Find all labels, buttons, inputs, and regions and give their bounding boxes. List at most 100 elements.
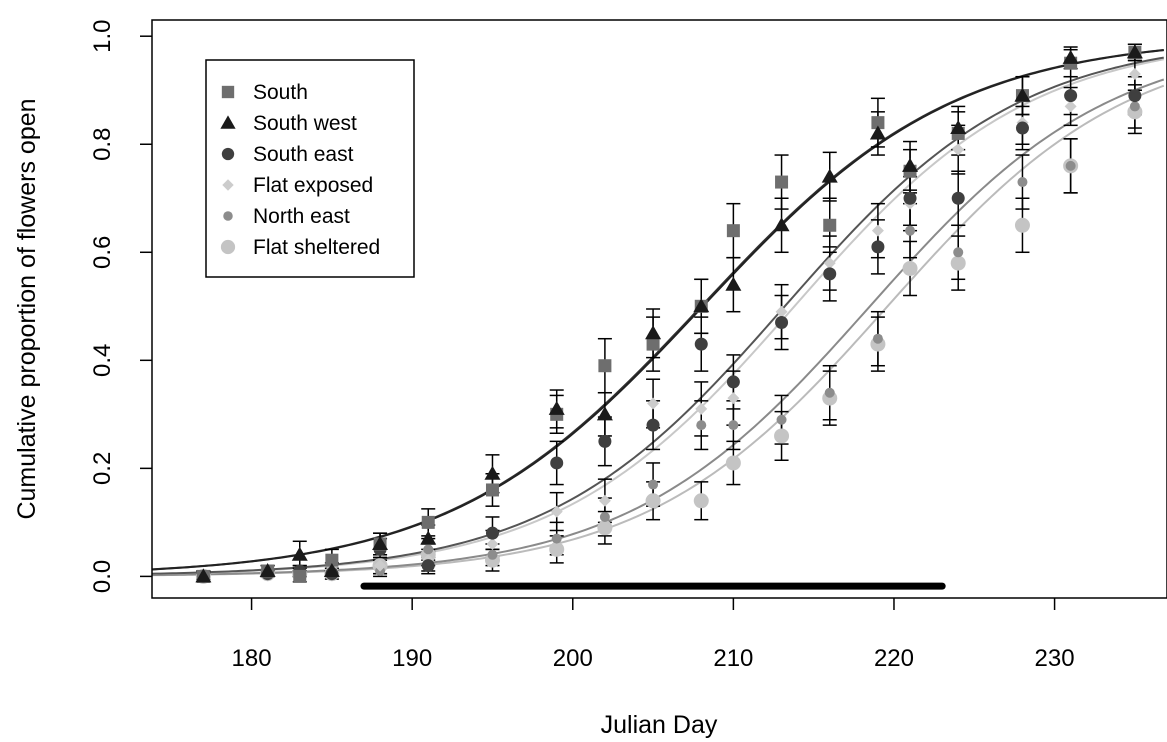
point-south-east	[871, 240, 885, 254]
x-axis-title: Julian Day	[601, 711, 718, 739]
point-south-east	[646, 418, 660, 432]
fitted-curve-south-west	[152, 49, 1164, 571]
legend-label: Flat sheltered	[253, 236, 380, 259]
point-south-west	[372, 535, 389, 550]
point-flat-sheltered	[774, 428, 790, 444]
point-north-east	[872, 333, 883, 344]
point-north-east	[776, 414, 787, 425]
y-tick-label: 0.6	[89, 236, 116, 269]
point-flat-exposed	[374, 559, 387, 572]
point-south-west	[1126, 44, 1143, 59]
y-tick-label: 0.8	[89, 128, 116, 161]
point-flat-exposed	[695, 402, 708, 415]
point-flat-exposed	[486, 537, 499, 550]
point-south-west	[773, 217, 790, 232]
point-south-west	[869, 125, 886, 140]
point-south-west	[323, 562, 340, 577]
point-south-east	[1064, 89, 1078, 103]
point-south	[325, 553, 339, 567]
x-tick-label: 200	[553, 645, 593, 672]
point-north-east	[728, 420, 739, 431]
point-north-east	[1065, 160, 1076, 171]
point-south-west	[548, 400, 565, 415]
legend-label: North east	[253, 205, 350, 228]
x-axis: 180 190 200 210 220 230	[232, 598, 1075, 672]
point-south-east	[823, 267, 837, 281]
point-south-west	[902, 157, 919, 172]
point-south-west	[950, 120, 967, 135]
point-south-east	[903, 191, 917, 205]
point-south-east	[598, 434, 612, 448]
point-flat-exposed	[871, 224, 884, 237]
data-points	[195, 44, 1143, 584]
point-north-east	[1017, 177, 1028, 188]
point-south-east	[1015, 121, 1029, 135]
point-flat-exposed	[823, 257, 836, 270]
point-south	[823, 218, 837, 232]
point-north-east	[905, 225, 916, 236]
point-north-east	[824, 387, 835, 398]
legend-label: South west	[253, 112, 357, 135]
point-south	[421, 515, 435, 529]
fitted-curve-south-east	[152, 56, 1164, 575]
point-south-west	[821, 168, 838, 183]
y-tick-label: 1.0	[89, 20, 116, 53]
x-tick-label: 180	[232, 645, 272, 672]
point-south-east	[775, 316, 789, 330]
point-flat-sheltered	[1014, 217, 1030, 233]
legend-label: South	[253, 81, 308, 104]
legend-marker	[220, 115, 236, 129]
point-north-east	[423, 544, 434, 555]
point-flat-exposed	[952, 143, 965, 156]
y-tick-label: 0.4	[89, 344, 116, 377]
x-tick-label: 210	[713, 645, 753, 672]
point-north-east	[696, 420, 707, 431]
legend-item-south: South	[221, 81, 308, 104]
point-south	[871, 116, 885, 130]
legend-box	[205, 59, 415, 278]
point-flat-exposed	[1128, 68, 1141, 81]
legend-marker	[222, 179, 234, 191]
x-tick-label: 220	[874, 645, 914, 672]
point-south	[775, 175, 789, 189]
point-south-east	[485, 526, 499, 540]
point-flat-sheltered	[693, 493, 709, 509]
point-south-west	[645, 325, 662, 340]
point-north-east	[1129, 101, 1140, 112]
point-flat-sheltered	[902, 260, 918, 276]
point-flat-sheltered	[597, 520, 613, 536]
y-axis-title: Cumulative proportion of flowers open	[13, 98, 41, 519]
point-south	[646, 337, 660, 351]
point-south-west	[259, 562, 276, 577]
point-flat-exposed	[647, 397, 660, 410]
point-south	[485, 483, 499, 497]
point-south	[293, 569, 307, 583]
point-south	[726, 224, 740, 238]
y-tick-label: 0.0	[89, 560, 116, 593]
point-south-west	[484, 465, 501, 480]
legend: South South west South east Flat exposed Nor…	[205, 59, 415, 278]
point-flat-sheltered	[725, 455, 741, 471]
point-south-west	[291, 546, 308, 561]
point-south-east	[1128, 89, 1142, 103]
point-north-east	[599, 511, 610, 522]
point-flat-exposed	[550, 505, 563, 518]
point-flat-exposed	[1064, 100, 1077, 113]
plot-frame	[151, 19, 1167, 599]
legend-item-flat-exposed: Flat exposed	[222, 174, 373, 197]
legend-item-south-east: South east	[221, 143, 354, 166]
point-south-east	[550, 456, 564, 470]
fitted-curves	[152, 48, 1165, 577]
point-south-west	[725, 276, 742, 291]
point-south-east	[694, 337, 708, 351]
point-flat-exposed	[727, 392, 740, 405]
point-south-west	[1014, 87, 1031, 102]
point-south	[598, 359, 612, 373]
y-tick-label: 0.2	[89, 452, 116, 485]
point-south-west	[420, 530, 437, 545]
point-north-east	[648, 479, 659, 490]
legend-marker	[223, 211, 233, 221]
point-flat-sheltered	[645, 493, 661, 509]
point-south-west	[1062, 49, 1079, 64]
